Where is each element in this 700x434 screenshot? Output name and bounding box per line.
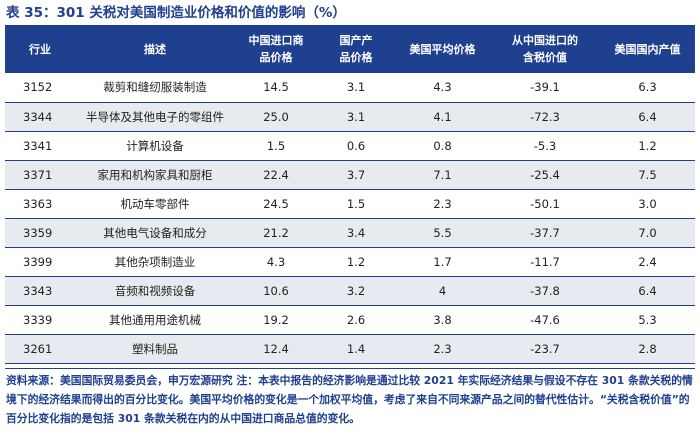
cell-us-output: 1.2 — [638, 138, 657, 153]
cell-us-average-price: 7.1 — [433, 167, 452, 182]
cell-china-import-price: 19.2 — [263, 312, 289, 327]
header-china-import-value: 从中国进口的 含税价值 — [512, 34, 578, 64]
header-us-average-price: 美国平均价格 — [409, 42, 476, 56]
cell-description: 半导体及其他电子的零组件 — [86, 109, 224, 124]
cell-us-output: 2.4 — [638, 254, 657, 269]
cell-us-average-price: 4.1 — [433, 109, 452, 124]
cell-description: 其他电气设备和成分 — [103, 225, 207, 240]
cell-us-average-price: 3.8 — [433, 312, 452, 327]
cell-china-import-price: 12.4 — [263, 341, 289, 356]
table-row: 3152 裁剪和缝纫服装制造 14.5 3.1 4.3 -39.1 6.3 — [5, 73, 695, 102]
cell-description: 塑料制品 — [132, 341, 178, 356]
header-china-import-price: 中国进口商 品价格 — [248, 34, 304, 64]
cell-us-average-price: 4.3 — [433, 80, 452, 95]
cell-code: 3399 — [23, 254, 53, 269]
cell-china-import-price: 21.2 — [263, 225, 289, 240]
tariff-impact-table: 行业 描述 中国进口商 品价格 国产产 品价格 美国平均价格 从中国进口的 含税… — [5, 25, 695, 364]
cell-china-import-value: -72.3 — [530, 109, 560, 124]
cell-china-import-value: -50.1 — [530, 196, 560, 211]
cell-us-average-price: 4 — [438, 283, 447, 298]
cell-code: 3341 — [23, 138, 53, 153]
cell-code: 3363 — [23, 196, 53, 211]
cell-china-import-value: -11.7 — [530, 254, 560, 269]
cell-domestic-price: 2.6 — [346, 312, 366, 327]
cell-us-average-price: 5.5 — [433, 225, 452, 240]
cell-description: 其他通用用途机械 — [109, 312, 201, 327]
cell-code: 3344 — [23, 109, 53, 124]
cell-china-import-price: 1.5 — [266, 138, 286, 153]
cell-us-average-price: 0.8 — [433, 138, 452, 153]
cell-china-import-value: -25.4 — [530, 167, 560, 182]
cell-domestic-price: 1.2 — [346, 254, 366, 269]
cell-domestic-price: 3.1 — [346, 109, 366, 124]
cell-description: 音频和视频设备 — [114, 283, 196, 298]
table-row: 3371 家用和机构家具和厨柜 22.4 3.7 7.1 -25.4 7.5 — [5, 160, 695, 189]
table-header-row: 行业 描述 中国进口商 品价格 国产产 品价格 美国平均价格 从中国进口的 含税… — [5, 25, 695, 73]
table-row: 3261 塑料制品 12.4 1.4 2.3 -23.7 2.8 — [5, 334, 695, 363]
cell-description: 裁剪和缝纫服装制造 — [103, 80, 207, 95]
cell-china-import-price: 25.0 — [263, 109, 289, 124]
table-row: 3339 其他通用用途机械 19.2 2.6 3.8 -47.6 5.3 — [5, 305, 695, 334]
table-row: 3344 半导体及其他电子的零组件 25.0 3.1 4.1 -72.3 6.4 — [5, 102, 695, 131]
cell-us-output: 6.3 — [638, 80, 657, 95]
cell-description: 家用和机构家具和厨柜 — [97, 167, 213, 182]
cell-us-average-price: 1.7 — [433, 254, 452, 269]
table-row: 3359 其他电气设备和成分 21.2 3.4 5.5 -37.7 7.0 — [5, 218, 695, 247]
cell-domestic-price: 1.5 — [346, 196, 366, 211]
table-row: 3399 其他杂项制造业 4.3 1.2 1.7 -11.7 2.4 — [5, 247, 695, 276]
cell-china-import-value: -37.8 — [530, 283, 560, 298]
cell-description: 其他杂项制造业 — [114, 254, 196, 269]
cell-code: 3152 — [23, 80, 53, 95]
table-row: 3341 计算机设备 1.5 0.6 0.8 -5.3 1.2 — [5, 131, 695, 160]
cell-china-import-value: -39.1 — [530, 80, 560, 95]
table-title: 表 35：301 关税对美国制造业价格和价值的影响（%） — [6, 5, 346, 21]
cell-china-import-price: 24.5 — [263, 196, 289, 211]
header-description: 描述 — [144, 42, 166, 56]
cell-domestic-price: 3.1 — [346, 80, 366, 95]
footnote-divider — [5, 368, 695, 369]
cell-us-output: 3.0 — [638, 196, 657, 211]
header-domestic-price: 国产产 品价格 — [339, 34, 373, 64]
cell-us-average-price: 2.3 — [433, 341, 452, 356]
cell-china-import-value: -37.7 — [530, 225, 560, 240]
cell-us-output: 6.4 — [638, 109, 657, 124]
table-row: 3363 机动车零部件 24.5 1.5 2.3 -50.1 3.0 — [5, 189, 695, 218]
cell-code: 3343 — [23, 283, 53, 298]
cell-code: 3339 — [23, 312, 53, 327]
cell-code: 3371 — [23, 167, 53, 182]
cell-code: 3359 — [23, 225, 53, 240]
cell-domestic-price: 3.4 — [346, 225, 366, 240]
cell-description: 机动车零部件 — [120, 196, 190, 211]
header-us-output: 美国国内产值 — [614, 42, 681, 56]
cell-china-import-price: 14.5 — [263, 80, 289, 95]
cell-us-output: 2.8 — [638, 341, 657, 356]
cell-china-import-value: -23.7 — [530, 341, 560, 356]
table-row: 3343 音频和视频设备 10.6 3.2 4 -37.8 6.4 — [5, 276, 695, 305]
source-note: 资料来源：美国国际贸易委员会，申万宏源研究 注：本表中报告的经济影响是通过比较 … — [6, 374, 693, 425]
cell-china-import-price: 22.4 — [263, 167, 289, 182]
cell-us-output: 7.0 — [638, 225, 657, 240]
cell-china-import-price: 4.3 — [266, 254, 286, 269]
cell-us-output: 7.5 — [638, 167, 657, 182]
cell-domestic-price: 3.2 — [346, 283, 366, 298]
cell-china-import-value: -47.6 — [530, 312, 560, 327]
cell-us-output: 5.3 — [638, 312, 657, 327]
cell-domestic-price: 0.6 — [346, 138, 366, 153]
cell-code: 3261 — [23, 341, 53, 356]
cell-us-average-price: 2.3 — [433, 196, 452, 211]
cell-us-output: 6.4 — [638, 283, 657, 298]
cell-china-import-value: -5.3 — [533, 138, 557, 153]
cell-domestic-price: 3.7 — [346, 167, 366, 182]
header-industry: 行业 — [29, 42, 51, 56]
cell-china-import-price: 10.6 — [263, 283, 289, 298]
cell-domestic-price: 1.4 — [346, 341, 366, 356]
cell-description: 计算机设备 — [126, 138, 184, 153]
